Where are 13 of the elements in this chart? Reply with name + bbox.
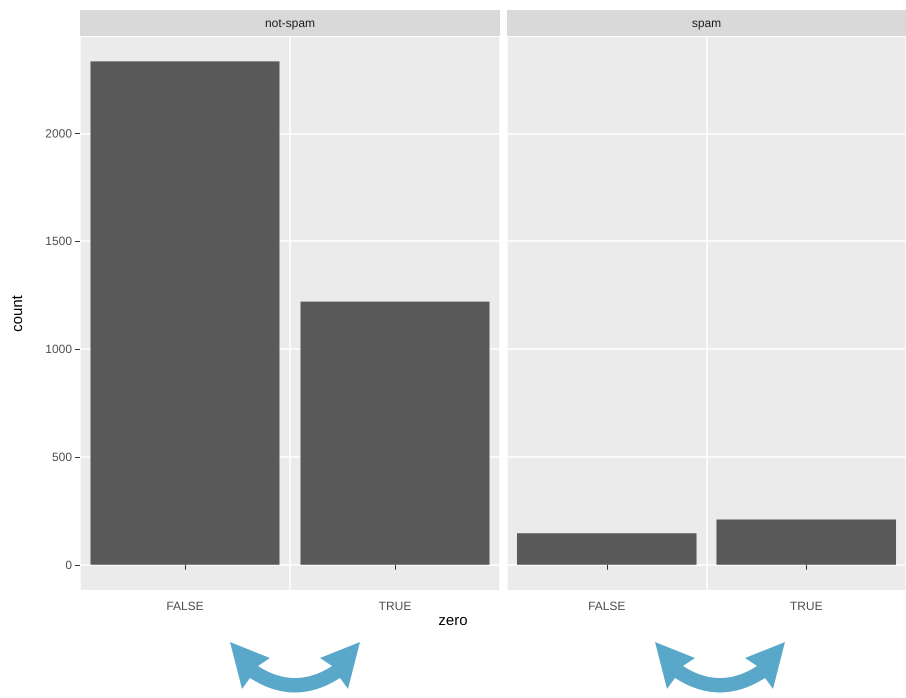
y-tick-label: 2000 bbox=[45, 126, 72, 140]
y-tick-label: 0 bbox=[65, 558, 72, 572]
x-tick-label: FALSE bbox=[166, 599, 204, 613]
y-tick-label: 1000 bbox=[45, 342, 72, 356]
y-tick-label: 500 bbox=[52, 450, 72, 464]
x-axis-title: zero bbox=[437, 612, 469, 629]
y-axis-title: count bbox=[9, 294, 26, 332]
y-tick-label: 1500 bbox=[45, 234, 72, 248]
x-tick-label: TRUE bbox=[790, 599, 823, 613]
x-tick-label: TRUE bbox=[378, 599, 412, 613]
chart-title: spam bbox=[507, 10, 906, 36]
x-tick-label: FALSE bbox=[588, 599, 626, 613]
chart-title: not-spam bbox=[80, 10, 500, 36]
